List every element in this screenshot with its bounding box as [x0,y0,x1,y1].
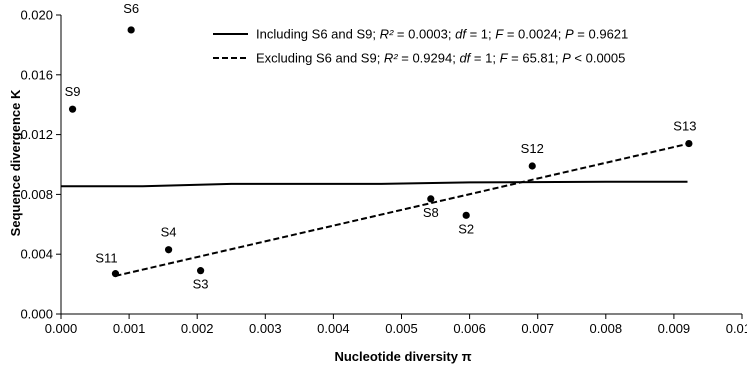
x-tick-label: 0.003 [249,321,282,336]
x-tick-label: 0.010 [726,321,747,336]
x-tick-label: 0.002 [181,321,214,336]
data-point-s8 [427,195,435,203]
y-tick-label: 0.016 [20,67,53,82]
x-tick-label: 0.000 [45,321,78,336]
y-tick-label: 0.000 [20,307,53,322]
including-regression-line [61,180,688,188]
x-tick-label: 0.004 [317,321,350,336]
y-axis-title: Sequence divergence K [8,89,23,236]
y-tick-label: 0.020 [20,8,53,23]
point-label-s13: S13 [673,119,696,134]
x-tick-label: 0.009 [658,321,691,336]
point-label-s3: S3 [193,277,209,292]
x-tick-label: 0.006 [453,321,486,336]
point-label-s2: S2 [458,221,474,236]
data-points: S6 S9 S4 S11 S3 S8 S2 S12 S13 [65,1,697,292]
y-tick-label: 0.004 [20,247,53,262]
point-label-s8: S8 [423,205,439,220]
legend: Including S6 and S9; R² = 0.0003; df = 1… [213,27,628,66]
x-tick-label: 0.008 [590,321,623,336]
point-label-s12: S12 [521,141,544,156]
x-tick-label: 0.007 [521,321,554,336]
data-point-s6 [127,26,135,34]
data-point-s4 [164,246,173,254]
x-tick-label: 0.001 [113,321,146,336]
data-point-s9 [68,105,77,113]
y-tick-label: 0.012 [20,127,53,142]
regression-lines [61,142,690,277]
x-tick-label: 0.005 [385,321,418,336]
x-axis-title: Nucleotide diversity π [334,349,471,364]
y-tick-label: 0.008 [20,187,53,202]
point-label-s11: S11 [95,251,117,266]
data-point-s2 [462,211,470,219]
point-label-s4: S4 [161,225,177,240]
legend-label-2: Excluding S6 and S9; R² = 0.9294; df = 1… [256,51,625,66]
point-label-s6: S6 [123,1,139,16]
axes: 0.000 0.004 0.008 0.012 0.016 0.020 0.000 0.001… [20,8,747,337]
excluding-regression-line [115,142,690,277]
data-point-s13 [685,139,693,148]
point-label-s9: S9 [65,84,81,99]
legend-label-1: Including S6 and S9; R² = 0.0003; df = 1… [256,27,628,42]
data-point-s11 [111,270,120,278]
data-point-s3 [197,267,205,275]
data-point-s12 [528,162,536,170]
